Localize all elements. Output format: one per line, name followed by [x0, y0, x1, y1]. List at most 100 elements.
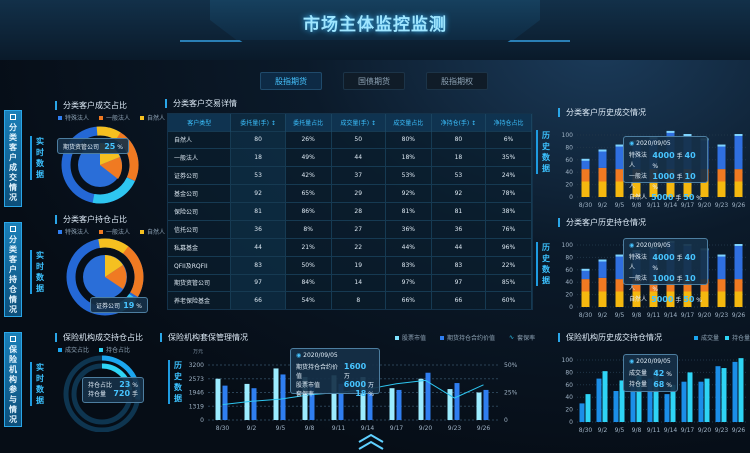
- collapse-chevron-icon[interactable]: [356, 432, 386, 452]
- table-row[interactable]: 期货资管公司 97 84% 14 97% 97 85%: [168, 273, 532, 292]
- svg-text:40: 40: [565, 169, 573, 176]
- legend-item: 成交占比: [58, 345, 89, 354]
- donut-chart-trade[interactable]: [60, 125, 140, 205]
- svg-text:9/17: 9/17: [390, 425, 404, 430]
- table-cell: 期货资管公司: [168, 273, 232, 292]
- legend-item: 自然人: [140, 113, 165, 122]
- tab-bar: 股指期货 国债期货 股指期权: [260, 72, 488, 90]
- tooltip: ◉ 2020/09/05 期货持仓合约价值 1600 万 股票市值 6000 万 套…: [290, 348, 380, 398]
- side-label-insurance: 保险机构参与情况: [4, 332, 22, 427]
- table-row[interactable]: 基金公司 92 65% 29 92% 92 78%: [168, 184, 532, 203]
- table-cell: 96%: [485, 237, 532, 257]
- svg-text:9/11: 9/11: [647, 427, 661, 434]
- svg-text:9/8: 9/8: [632, 427, 642, 434]
- donut-chart-position[interactable]: [65, 237, 145, 317]
- table-row[interactable]: 自然人 80 26% 50 80% 80 6%: [168, 130, 532, 149]
- col-header-sortable[interactable]: 净持仓(手) ↕: [431, 114, 487, 131]
- table-cell: 29: [331, 184, 386, 203]
- svg-text:8/30: 8/30: [579, 202, 593, 209]
- svg-text:9/17: 9/17: [681, 202, 695, 209]
- table-row[interactable]: 一般法人 18 49% 44 18% 18 35%: [168, 148, 532, 167]
- tooltip-row: 一般法人 1000 手 10 %: [629, 172, 696, 191]
- table-row[interactable]: 私募基金 44 21% 22 44% 44 96%: [168, 237, 532, 257]
- trade-detail-table: 客户类型 委托量(手) ↕ 委托量占比 成交量(手) ↕ 成交量占比 净持仓(手…: [167, 113, 533, 310]
- table-cell: 18: [230, 148, 286, 167]
- svg-text:0: 0: [200, 417, 204, 424]
- table-cell: 36: [230, 219, 286, 239]
- svg-text:9/14: 9/14: [664, 202, 678, 209]
- col-header-sortable[interactable]: 委托量(手) ↕: [230, 114, 286, 131]
- table-cell: 60%: [485, 291, 532, 309]
- legend-item: 持仓量: [725, 333, 750, 342]
- panel-title: 分类客户持仓占比: [55, 215, 127, 224]
- clock-icon: ◉: [296, 352, 302, 359]
- clock-icon: ◉: [629, 358, 635, 365]
- svg-text:9/26: 9/26: [477, 425, 491, 430]
- tab-treasury-futures[interactable]: 国债期货: [343, 72, 405, 90]
- table-cell: 37: [331, 166, 386, 185]
- table-cell: 证券公司: [168, 166, 232, 185]
- legend: 成交量 持仓量: [694, 333, 750, 342]
- svg-text:60: 60: [565, 157, 573, 164]
- history-label: 历史数据: [536, 242, 550, 286]
- legend: 股票市值 期货持仓合约价值 ∿ 套保率: [395, 333, 535, 342]
- table-cell: 65%: [285, 184, 332, 203]
- table-row[interactable]: 证券公司 53 42% 37 53% 53 24%: [168, 166, 532, 185]
- clock-icon: ◉: [629, 242, 635, 249]
- svg-text:9/17: 9/17: [681, 312, 695, 319]
- svg-text:20: 20: [565, 407, 573, 414]
- table-cell: 8: [331, 291, 386, 309]
- svg-text:60: 60: [565, 267, 573, 274]
- tooltip-row: 期货持仓合约价值 1600 万: [296, 362, 367, 380]
- table-row[interactable]: QFII及RQFII 83 50% 19 83% 83 22%: [168, 255, 532, 274]
- svg-text:9/8: 9/8: [632, 202, 642, 209]
- svg-text:25%: 25%: [504, 390, 518, 397]
- svg-text:8/30: 8/30: [579, 312, 593, 319]
- table-row[interactable]: 养老保险基金 66 54% 8 66% 66 60%: [168, 291, 532, 309]
- table-cell: 18%: [385, 148, 432, 167]
- svg-text:100: 100: [562, 132, 574, 139]
- table-cell: 私募基金: [168, 237, 232, 257]
- svg-text:9/2: 9/2: [247, 425, 257, 430]
- table-cell: 信托公司: [168, 219, 232, 239]
- table-cell: 8%: [285, 219, 332, 239]
- legend-item: 一般法人: [99, 113, 130, 122]
- tooltip-row: 股票市值 6000 万: [296, 380, 374, 389]
- tooltip-row: 持仓量 68 %: [629, 380, 672, 389]
- panel-title: 分类客户交易详情: [165, 99, 237, 108]
- svg-text:40: 40: [565, 394, 573, 401]
- svg-text:9/14: 9/14: [361, 425, 375, 430]
- table-cell: 14: [331, 273, 386, 292]
- table-cell: 49%: [285, 148, 332, 167]
- svg-text:9/20: 9/20: [419, 425, 433, 430]
- legend: 特殊法人 一般法人 自然人: [58, 113, 165, 122]
- table-row[interactable]: 信托公司 36 8% 27 36% 36 76%: [168, 219, 532, 239]
- square-icon: [10, 336, 16, 342]
- table-cell: 22%: [485, 255, 532, 274]
- legend-item: 一般法人: [99, 227, 130, 236]
- table-cell: 92%: [385, 184, 432, 203]
- table-cell: 22: [331, 237, 386, 257]
- table-cell: 97: [431, 273, 487, 292]
- svg-text:9/17: 9/17: [681, 427, 695, 434]
- svg-text:20: 20: [565, 182, 573, 189]
- col-header-sortable[interactable]: 成交量(手) ↕: [331, 114, 386, 131]
- svg-text:1319: 1319: [189, 403, 204, 410]
- unit-label: 万元: [193, 349, 204, 355]
- svg-text:9/20: 9/20: [698, 202, 712, 209]
- tab-index-options[interactable]: 股指期权: [426, 72, 488, 90]
- tab-index-futures[interactable]: 股指期货: [260, 72, 322, 90]
- table-cell: 81%: [385, 202, 432, 221]
- table-cell: 80%: [385, 130, 432, 149]
- table-row[interactable]: 保险公司 81 86% 28 81% 81 38%: [168, 202, 532, 221]
- panel-title: 分类客户历史成交情况: [558, 108, 646, 117]
- svg-text:9/20: 9/20: [698, 312, 712, 319]
- title-plate: [210, 0, 540, 40]
- svg-text:3200: 3200: [189, 362, 204, 369]
- panel-title: 分类客户成交占比: [55, 101, 127, 110]
- table-cell: 36: [431, 219, 487, 239]
- svg-text:9/11: 9/11: [647, 202, 661, 209]
- hedge-bar-chart[interactable]: 0 1319 1946 2573 3200 0 25% 50% 8/30 9/2 9/5 9/8 9/1…: [180, 355, 520, 430]
- side-label-trade: 分类客户成交情况: [4, 110, 22, 207]
